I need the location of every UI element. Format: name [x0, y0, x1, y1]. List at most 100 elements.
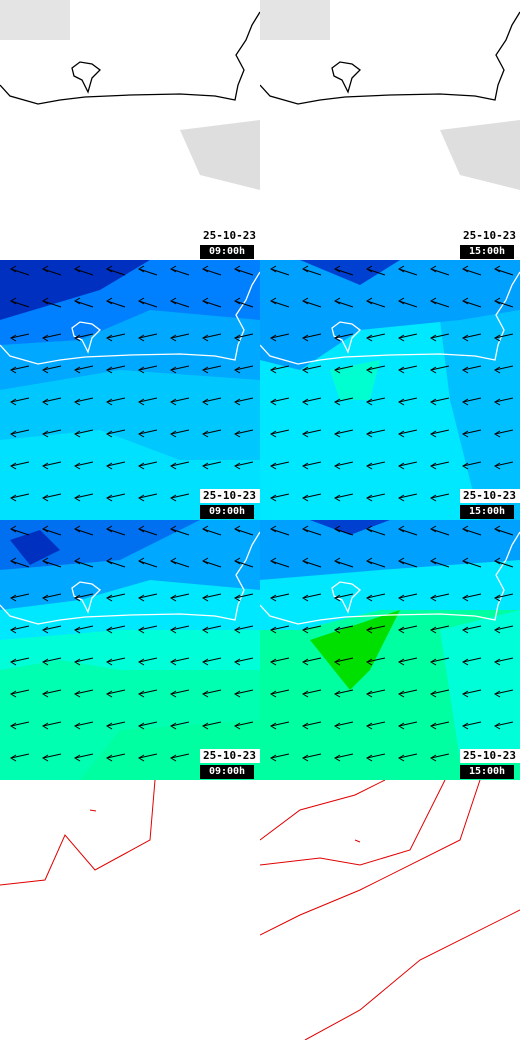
arrow-shaft — [366, 689, 386, 695]
arrow-head — [138, 366, 145, 374]
arrow-shaft — [430, 300, 450, 308]
arrow-shaft — [234, 333, 254, 339]
arrow-head — [170, 265, 177, 273]
map — [260, 0, 520, 260]
wind-arrow — [334, 689, 354, 698]
arrow-head — [202, 626, 209, 634]
field-area — [440, 120, 520, 190]
arrow-head — [42, 398, 49, 406]
arrow-head — [138, 626, 145, 634]
arrow-shaft — [270, 721, 290, 727]
arrow-head — [494, 658, 501, 666]
arrow-head — [462, 334, 469, 342]
arrow-shaft — [462, 593, 482, 599]
arrow-head — [366, 690, 373, 698]
wind-arrow — [366, 397, 386, 406]
wind-arrow — [302, 265, 322, 276]
arrow-shaft — [106, 493, 126, 499]
arrow-head — [430, 594, 437, 602]
arrow-head — [170, 557, 177, 565]
wind-arrow — [334, 365, 354, 374]
arrow-shaft — [234, 365, 254, 371]
arrow-head — [170, 626, 177, 634]
wind-arrow — [366, 493, 386, 502]
wind-arrow — [398, 753, 418, 762]
wind-arrow — [494, 397, 514, 406]
wind-arrow — [202, 265, 222, 276]
arrow-head — [106, 297, 113, 305]
arrow-shaft — [494, 461, 514, 467]
arrow-shaft — [270, 300, 290, 308]
arrow-shaft — [302, 528, 322, 536]
arrow-head — [366, 754, 373, 762]
arrow-shaft — [302, 657, 322, 663]
arrow-shaft — [170, 397, 190, 403]
field-area — [310, 520, 390, 535]
arrow-shaft — [42, 528, 62, 536]
arrow-shaft — [170, 657, 190, 663]
arrow-shaft — [10, 268, 30, 276]
wind-arrow — [10, 265, 30, 276]
arrow-shaft — [366, 657, 386, 663]
arrow-shaft — [430, 365, 450, 371]
arrow-head — [42, 557, 49, 565]
arrow-shaft — [334, 721, 354, 727]
arrow-shaft — [10, 300, 30, 308]
arrow-head — [302, 658, 309, 666]
arrow-head — [42, 462, 49, 470]
arrow-head — [270, 462, 277, 470]
arrow-shaft — [170, 300, 190, 308]
wind-arrow — [462, 657, 482, 666]
arrow-shaft — [366, 528, 386, 536]
field-area — [260, 0, 330, 40]
arrow-head — [202, 334, 209, 342]
arrow-shaft — [138, 300, 158, 308]
wind-arrow — [430, 593, 450, 602]
arrow-shaft — [106, 593, 126, 599]
wind-arrow — [74, 557, 94, 568]
arrow-shaft — [270, 397, 290, 403]
wind-arrow — [138, 625, 158, 634]
arrow-shaft — [42, 461, 62, 467]
arrow-shaft — [398, 753, 418, 759]
wind-arrow — [430, 461, 450, 470]
wind-arrow — [398, 689, 418, 698]
arrow-shaft — [366, 397, 386, 403]
arrow-shaft — [74, 268, 94, 276]
arrow-head — [334, 297, 341, 305]
wind-arrow — [74, 689, 94, 698]
arrow-shaft — [334, 560, 354, 568]
arrow-head — [10, 754, 17, 762]
wind-arrow — [462, 429, 482, 438]
arrow-head — [10, 557, 17, 565]
arrow-shaft — [334, 753, 354, 759]
field-area — [260, 0, 520, 260]
arrow-head — [42, 334, 49, 342]
wind-arrow — [334, 753, 354, 762]
arrow-head — [334, 557, 341, 565]
arrow-head — [462, 626, 469, 634]
arrow-head — [398, 398, 405, 406]
arrow-head — [42, 658, 49, 666]
date-label: 25-10-23 — [200, 749, 260, 763]
wind-arrow — [202, 557, 222, 568]
wind-arrow — [302, 557, 322, 568]
wind-arrow — [138, 657, 158, 666]
wind-arrow — [270, 657, 290, 666]
arrow-head — [138, 754, 145, 762]
arrow-shaft — [202, 268, 222, 276]
wind-arrow — [462, 397, 482, 406]
arrow-shaft — [270, 429, 290, 435]
arrow-head — [494, 265, 501, 273]
wind-arrow — [202, 397, 222, 406]
arrow-head — [74, 690, 81, 698]
arrow-head — [334, 334, 341, 342]
arrow-shaft — [494, 593, 514, 599]
wind-arrow — [366, 297, 386, 308]
arrow-shaft — [42, 268, 62, 276]
wind-arrow — [270, 397, 290, 406]
arrow-shaft — [462, 689, 482, 695]
arrow-shaft — [106, 657, 126, 663]
wind-arrow — [42, 365, 62, 374]
wind-arrow — [302, 461, 322, 470]
